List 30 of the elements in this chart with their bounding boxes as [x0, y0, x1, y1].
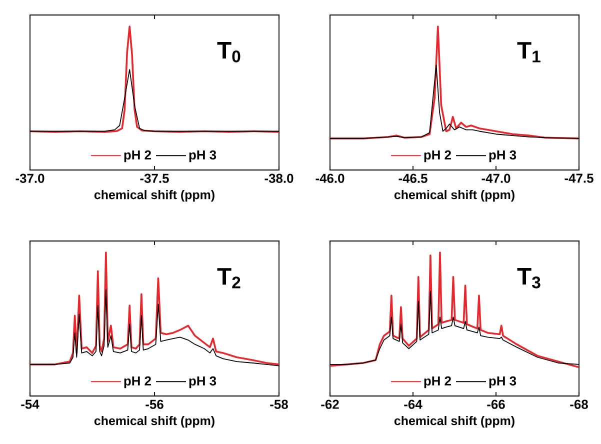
legend-label: pH 3 [489, 376, 516, 388]
x-tick-label: -47.5 [564, 174, 594, 183]
x-tick-label: -54 [21, 400, 40, 409]
x-axis-title: chemical shift (ppm) [394, 416, 514, 428]
x-axis-title: chemical shift (ppm) [94, 416, 214, 428]
x-axis-title: chemical shift (ppm) [394, 190, 514, 202]
x-tick-label: -46.5 [398, 174, 428, 183]
text: T$_{0}$ [217, 42, 240, 62]
x-tick-label: -64 [404, 400, 422, 409]
legend-label: pH 2 [124, 376, 151, 388]
legend-label: pH 2 [424, 376, 451, 388]
text: T$_{3}$ [517, 268, 540, 288]
legend-label: pH 3 [189, 150, 216, 162]
x-tick-label: -37.0 [16, 174, 44, 183]
x-tick-label: -47.0 [482, 174, 510, 183]
text: T$_{2}$ [217, 268, 240, 288]
x-tick-label: -62 [321, 400, 339, 409]
text: T$_{1}$ [517, 42, 540, 62]
x-tick-label: -66 [487, 400, 505, 409]
x-tick-label: -38.0 [264, 174, 294, 183]
x-tick-label: -56 [146, 400, 164, 409]
x-tick-label: -46.0 [316, 174, 344, 183]
x-axis-title: chemical shift (ppm) [94, 190, 214, 202]
x-tick-label: -68 [570, 400, 588, 409]
legend-label: pH 2 [124, 150, 151, 162]
legend-label: pH 2 [424, 150, 451, 162]
legend-label: pH 3 [489, 150, 516, 162]
x-tick-label: -37.5 [140, 174, 169, 183]
legend-label: pH 3 [189, 376, 216, 388]
x-tick-label: -58 [270, 400, 288, 409]
